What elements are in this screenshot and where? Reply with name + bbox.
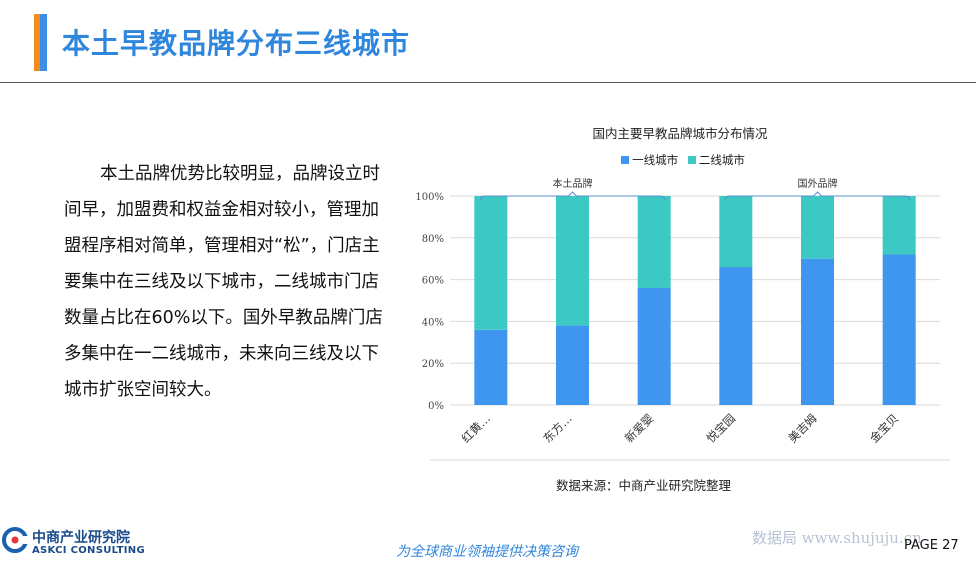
- askci-logo-icon: [2, 527, 28, 553]
- page-number: PAGE 27: [904, 538, 959, 553]
- x-tick-label: 红黄…: [459, 411, 493, 445]
- title-accent-blue: [40, 14, 47, 71]
- legend-label-tier1: 一线城市: [632, 153, 679, 167]
- title-accent-orange: [34, 14, 40, 71]
- y-tick-label: 100%: [415, 192, 444, 203]
- group-label: 国外品牌: [798, 177, 838, 190]
- legend-swatch-tier2: [687, 156, 696, 164]
- bar-segment-tier2: [556, 196, 589, 326]
- header-divider: [0, 82, 976, 83]
- stacked-bar-chart: 0% 20% 40% 60% 80% 100% 红黄… 东方… 新爱婴 悦宝园 美吉姆 金宝贝 本土品牌…: [415, 177, 950, 461]
- x-tick-label: 美吉姆: [785, 411, 820, 446]
- chart-container: 国内主要早教品牌城市分布情况 一线城市 二线城市 0% 20% 40% 60% 80% 1…: [400, 115, 960, 475]
- legend-label-tier2: 二线城市: [698, 153, 745, 167]
- bar-segment-tier1: [882, 254, 916, 405]
- watermark: 数据局 www.shujuju.cn: [752, 529, 922, 547]
- bar-segment-tier1: [474, 329, 508, 405]
- group-bracket: [724, 191, 911, 201]
- logo-text-cn: 中商产业研究院: [32, 530, 130, 546]
- group-bracket: [479, 191, 666, 201]
- y-tick-label: 80%: [422, 234, 444, 245]
- y-tick-label: 60%: [422, 276, 444, 287]
- bar-segment-tier2: [801, 196, 834, 259]
- footer-slogan: 为全球商业领袖提供决策咨询: [396, 544, 578, 560]
- legend-swatch-tier1: [621, 156, 630, 164]
- y-tick-label: 40%: [422, 317, 444, 328]
- body-paragraph: 本土品牌优势比较明显，品牌设立时间早，加盟费和权益金相对较小，管理加盟程序相对简…: [64, 164, 383, 400]
- group-label: 本土品牌: [553, 177, 593, 190]
- bar-segment-tier1: [556, 325, 589, 405]
- chart-title: 国内主要早教品牌城市分布情况: [592, 126, 768, 141]
- chart-legend: 一线城市 二线城市: [400, 152, 960, 168]
- bar-segment-tier1: [801, 258, 834, 405]
- x-tick-label: 东方…: [540, 411, 574, 445]
- x-tick-label: 新爱婴: [622, 411, 656, 445]
- bar-segment-tier1: [637, 287, 671, 405]
- bar-segment-tier1: [719, 267, 753, 405]
- bar-segment-tier2: [882, 196, 916, 255]
- data-source: 数据来源：中商产业研究院整理: [556, 478, 732, 493]
- bar-segment-tier2: [719, 196, 753, 268]
- x-tick-label: 金宝贝: [867, 411, 901, 445]
- y-tick-label: 20%: [422, 359, 444, 370]
- bar-segment-tier2: [637, 196, 671, 288]
- page-title: 本土早教品牌分布三线城市: [62, 27, 411, 60]
- x-tick-label: 悦宝园: [704, 411, 738, 445]
- y-tick-label: 0%: [428, 401, 444, 412]
- bar-segment-tier2: [474, 196, 508, 330]
- logo-text-en: ASKCI CONSULTING: [32, 545, 145, 556]
